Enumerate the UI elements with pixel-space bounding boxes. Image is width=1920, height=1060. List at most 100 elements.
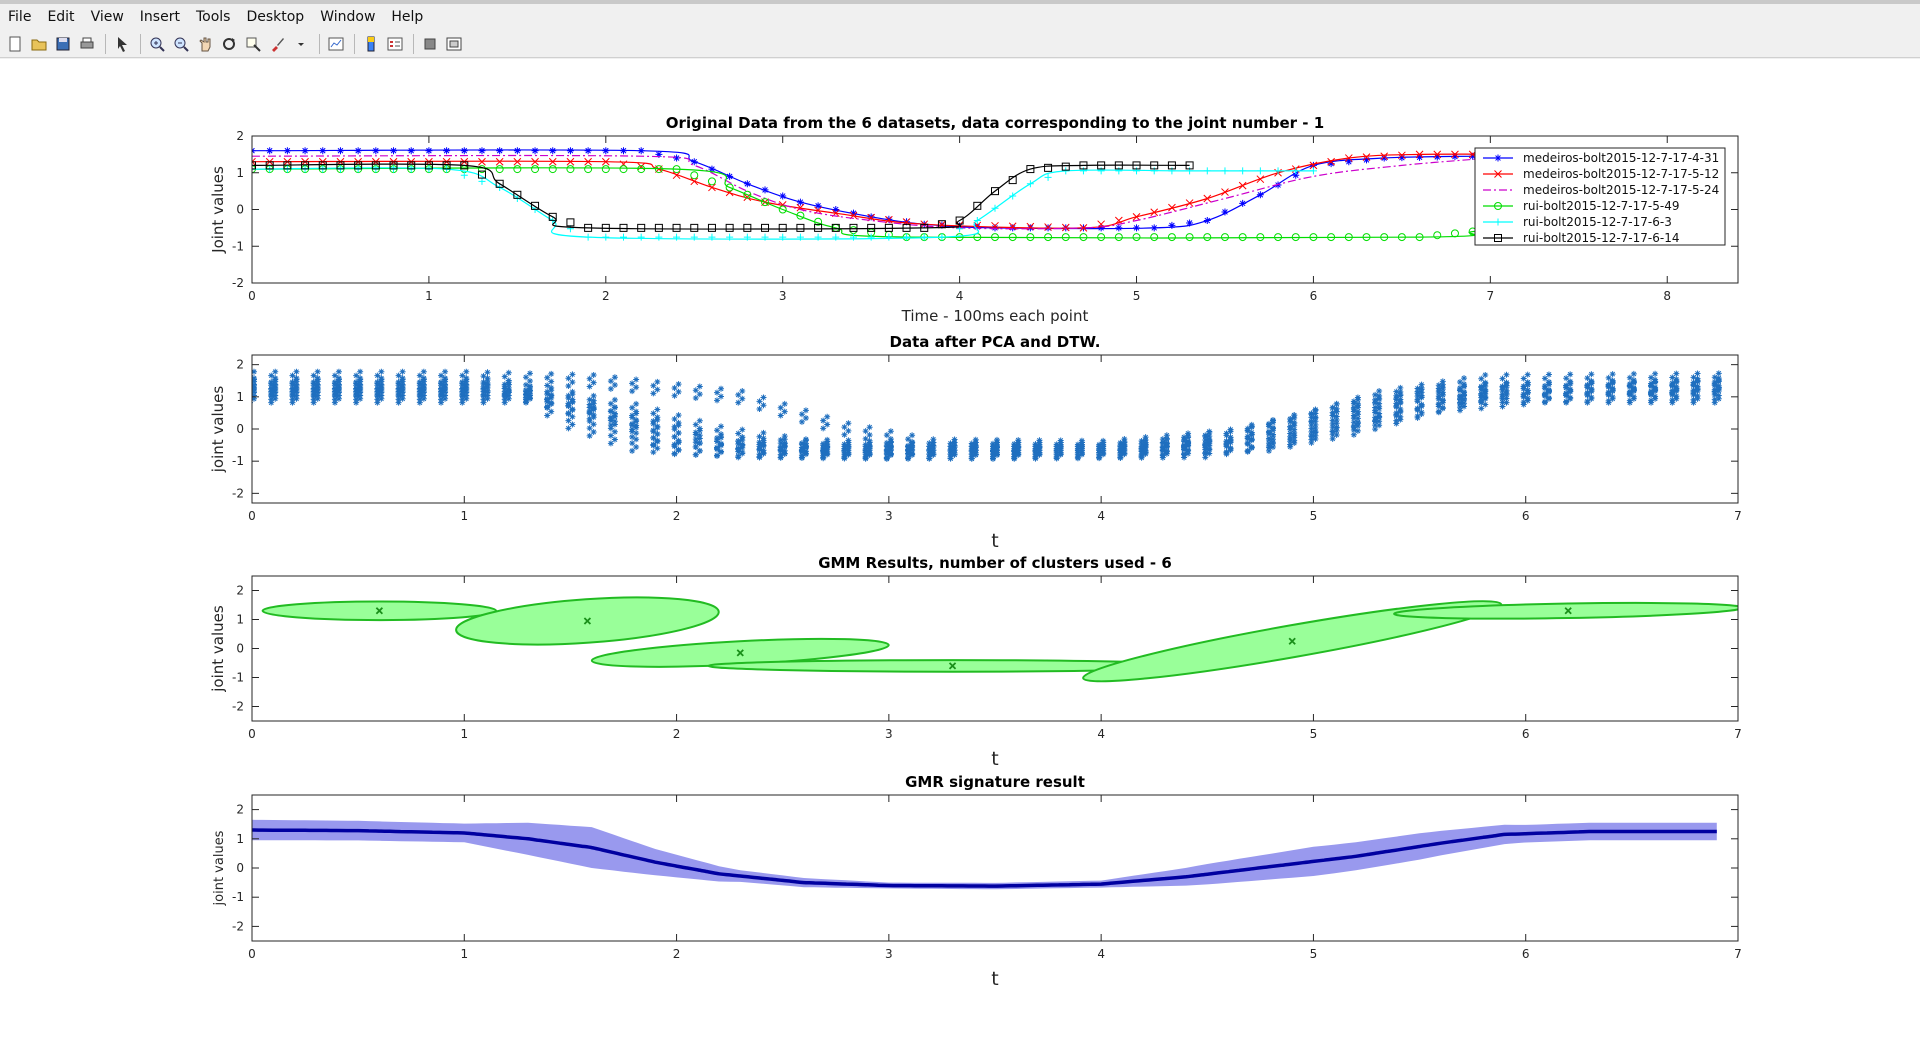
series-marker <box>1415 150 1424 159</box>
data-point <box>1414 414 1421 421</box>
menu-help[interactable]: Help <box>391 9 424 25</box>
data-point <box>374 382 381 389</box>
data-point <box>841 448 848 455</box>
series-marker <box>1327 157 1335 166</box>
data-point <box>845 427 852 434</box>
data-point <box>909 438 916 445</box>
series-marker <box>690 177 699 186</box>
menu-view[interactable]: View <box>90 9 124 25</box>
print-icon[interactable] <box>76 33 98 55</box>
data-point <box>1100 439 1107 446</box>
data-point <box>565 410 572 417</box>
data-point <box>289 396 296 403</box>
brush-dropdown-icon[interactable] <box>290 33 312 55</box>
data-point <box>399 386 406 393</box>
data-point <box>590 406 597 413</box>
menu-insert[interactable]: Insert <box>139 9 180 25</box>
data-point <box>335 381 342 388</box>
data-point <box>268 372 275 379</box>
data-point <box>1053 443 1060 450</box>
series-marker <box>707 223 716 232</box>
data-point <box>654 378 661 385</box>
hide-plot-tools-icon[interactable] <box>419 33 441 55</box>
data-point <box>480 391 487 398</box>
data-point <box>1159 440 1166 447</box>
data-point <box>650 441 657 448</box>
save-icon[interactable] <box>52 33 74 55</box>
data-point <box>1503 371 1510 378</box>
pan-icon[interactable] <box>194 33 216 55</box>
data-point <box>675 446 682 453</box>
data-point <box>1588 371 1595 378</box>
menu-window[interactable]: Window <box>320 9 376 25</box>
series-line-3 <box>252 154 1491 230</box>
data-cursor-icon[interactable] <box>242 33 264 55</box>
data-point <box>268 385 275 392</box>
data-point <box>1350 415 1357 422</box>
data-point <box>675 381 682 388</box>
menu-tools[interactable]: Tools <box>195 9 231 25</box>
data-point <box>442 392 449 399</box>
data-point <box>1563 384 1570 391</box>
link-plot-icon[interactable] <box>325 33 347 55</box>
data-point <box>926 455 933 462</box>
pointer-icon[interactable] <box>111 33 133 55</box>
series-marker <box>1362 153 1371 161</box>
data-point <box>714 453 721 460</box>
series-marker <box>1132 233 1141 242</box>
data-point <box>1032 454 1039 461</box>
data-point <box>331 372 338 379</box>
data-point <box>675 419 682 426</box>
gmr-mean-line <box>252 828 1717 888</box>
series-marker <box>690 233 698 241</box>
menu-desktop[interactable]: Desktop <box>246 9 305 25</box>
data-point <box>968 455 975 462</box>
legend-marker <box>1494 154 1502 162</box>
data-point <box>1694 395 1701 402</box>
data-point <box>1673 385 1680 392</box>
data-point <box>565 382 572 389</box>
menu-file[interactable]: File <box>8 9 32 25</box>
show-plot-tools-icon[interactable] <box>443 33 465 55</box>
data-point <box>841 441 848 448</box>
data-point <box>629 404 636 411</box>
data-point <box>378 378 385 385</box>
data-point <box>735 446 742 453</box>
series-marker <box>602 233 610 241</box>
open-file-icon[interactable] <box>28 33 50 55</box>
x-tick-label: 4 <box>1097 727 1105 741</box>
series-marker <box>991 204 999 212</box>
series-marker <box>955 216 964 225</box>
data-point <box>357 395 364 402</box>
legend-icon[interactable] <box>384 33 406 55</box>
colorbar-icon[interactable] <box>360 33 382 55</box>
data-point <box>252 395 257 402</box>
series-marker <box>708 165 716 173</box>
plot-area <box>252 576 1738 721</box>
data-point <box>1372 391 1379 398</box>
zoom-in-icon[interactable] <box>146 33 168 55</box>
brush-icon[interactable] <box>266 33 288 55</box>
data-point <box>1308 418 1315 425</box>
new-figure-icon[interactable] <box>4 33 26 55</box>
data-point <box>1690 381 1697 388</box>
series-marker <box>566 157 575 166</box>
rotate-icon[interactable] <box>218 33 240 55</box>
y-tick-label: 2 <box>236 803 244 817</box>
data-point <box>268 389 275 396</box>
data-point <box>1503 395 1510 402</box>
data-point <box>438 382 445 389</box>
data-point <box>272 381 279 388</box>
series-marker <box>743 193 752 202</box>
data-point <box>798 455 805 462</box>
zoom-out-icon[interactable] <box>170 33 192 55</box>
series-marker <box>1344 233 1353 242</box>
data-point <box>671 416 678 423</box>
data-point <box>1376 410 1383 417</box>
axes-1: 0 1 2 3 4 5 6 7 8 -2 -1 0 1 2 Original Data from the 6… <box>209 114 1739 325</box>
data-point <box>463 395 470 402</box>
menu-edit[interactable]: Edit <box>47 9 75 25</box>
data-point <box>650 449 657 456</box>
data-point <box>1333 431 1340 438</box>
data-point <box>1011 455 1018 462</box>
